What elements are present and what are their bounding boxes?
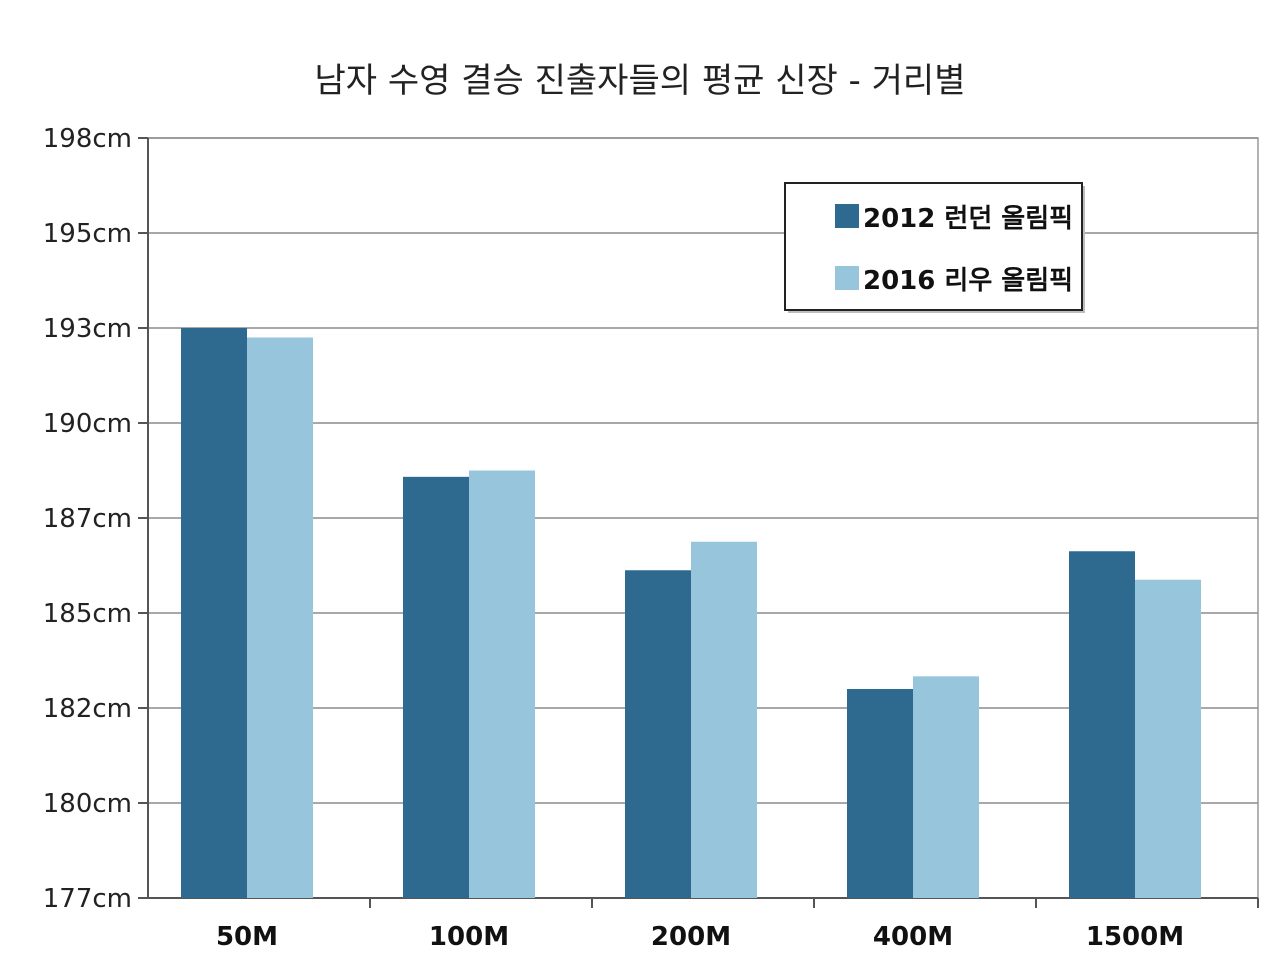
x-category-label: 50M [216,922,278,952]
x-category-label: 400M [873,922,953,952]
bar-100m-series-2 [469,470,535,898]
legend-swatch-2 [835,266,859,290]
y-tick-label: 198cm [43,124,132,154]
legend-swatch-1 [835,204,859,228]
x-category-label: 1500M [1086,922,1184,952]
bar-400m-series-1 [847,689,913,898]
x-category-label: 100M [429,922,509,952]
y-tick-label: 185cm [43,599,132,629]
bar-1500m-series-2 [1135,579,1201,898]
y-tick-label: 180cm [43,789,132,819]
bar-50m-series-1 [181,328,247,898]
x-category-label: 200M [651,922,731,952]
bar-200m-series-2 [691,541,757,898]
bar-1500m-series-1 [1069,551,1135,898]
y-tick-label: 187cm [43,504,132,534]
y-tick-label: 177cm [43,884,132,914]
y-tick-label: 190cm [43,409,132,439]
bar-200m-series-1 [625,570,691,898]
legend: 2012 런던 올림픽 2016 리우 올림픽 [784,182,1085,313]
bar-400m-series-2 [913,676,979,898]
legend-box [784,182,1083,311]
bar-100m-series-1 [403,476,469,898]
chart-title: 남자 수영 결승 진출자들의 평균 신장 - 거리별 [315,61,966,101]
bar-50m-series-2 [247,337,313,898]
y-tick-label: 182cm [43,694,132,724]
y-tick-label: 195cm [43,219,132,249]
legend-label-1: 2012 런던 올림픽 [863,204,1073,234]
legend-label-2: 2016 리우 올림픽 [863,266,1073,296]
y-tick-label: 193cm [43,314,132,344]
